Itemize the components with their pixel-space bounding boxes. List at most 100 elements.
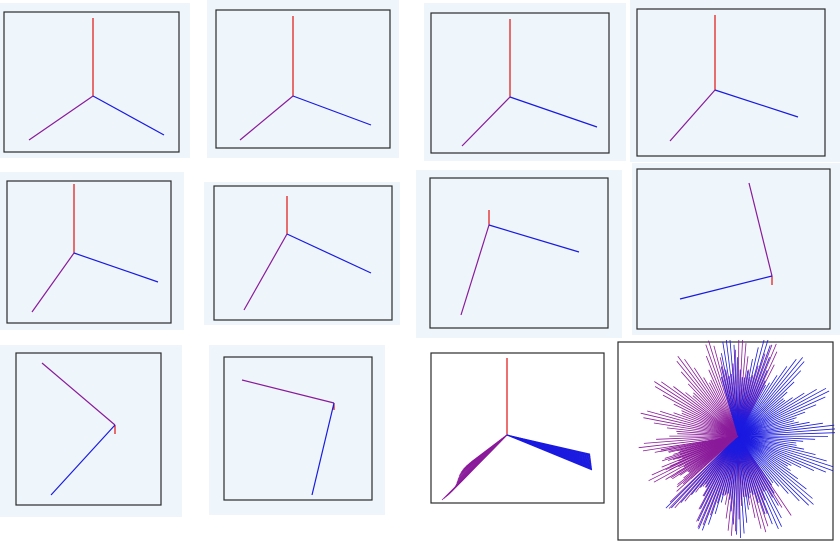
frame-8-svg [632,163,840,335]
trail-blue-arm [737,435,745,534]
trail-purple-arm [690,435,739,479]
trail-blue-arm [722,341,739,437]
frame-11-svg [428,350,608,506]
frame-10-svg [209,345,385,515]
trail-blue-arm [737,435,779,530]
trail-purple-arm [659,410,739,437]
trail-blue-arm [737,370,802,437]
trail-blue-arm [736,435,739,535]
frame-6-blue-arm [286,233,372,274]
frame-2-purple-arm [239,95,294,141]
frame-11-border [430,352,605,504]
trail-blue-arm [697,435,739,522]
trail-purple-arm [673,412,739,437]
frame-5-blue-arm [73,252,159,283]
trail-purple-arm [705,344,739,437]
frame-5-svg [0,172,184,330]
frame-2-blue-arm [292,95,372,126]
trail-purple-arm [685,392,739,437]
frame-5-purple-arm [31,252,75,313]
trail-blue-arm [680,435,739,504]
trail-blue-arm [737,435,748,523]
frame-11-trails [428,350,608,506]
trail-blue-arm [737,387,827,437]
trail-purple-arm [673,386,739,437]
trail-blue-arm [737,392,805,437]
trail-purple-arm [703,377,739,437]
frame-1-border [3,11,180,153]
trail-blue-arm [671,435,739,509]
trail-blue-arm [737,435,802,469]
frame-9-border [15,352,162,506]
frame-6-border [213,185,393,321]
trail-purple-arm [677,356,739,437]
frame-8-purple-arm [748,182,773,277]
trail-blue-arm [737,404,817,437]
trail-purple-arm [654,386,739,437]
frame-10 [209,345,385,515]
frame-8-blue-arm [679,275,773,300]
trail-purple-arm [708,340,739,437]
frame-12-border [617,341,834,541]
trail-blue-arm [737,435,800,502]
trail-blue-arm [737,435,759,504]
trail-blue-arm [737,357,770,437]
trail-blue-arm [737,428,835,437]
trail-blue-arm [737,435,775,494]
trail-blue-arm [737,435,813,499]
frame-12-trails [616,340,835,542]
frame-8-border [636,168,831,330]
frame-8 [632,163,840,335]
trail-blue-arm [737,345,771,437]
frame-5 [0,172,184,330]
trail-purple-arm [705,355,739,437]
frame-3-border [430,12,610,154]
frame-1-svg [0,3,190,158]
frame-6-svg [204,182,400,325]
trail-blue-arm [737,435,749,510]
frame-4-blue-arm [714,89,799,118]
trail-blue-arm [737,435,805,450]
trail-blue-arm [725,340,739,437]
frame-1 [0,3,190,158]
trail-blue-arm [737,397,793,437]
trail-purple-arm [640,412,739,437]
trail-blue-arm [737,422,823,437]
trail-purple-arm [708,369,739,437]
trail-blue-arm [737,391,788,437]
trail-blue-arm [729,340,739,437]
trail-blue-arm [700,435,739,509]
trail-purple-arm [653,422,739,437]
trail-blue-arm [708,435,739,525]
frame-2 [207,0,399,158]
frame-10-purple-arm [241,379,335,404]
trail-blue-arm [700,435,739,488]
trail-purple-arm [673,403,739,437]
trail-blue-arm [729,435,739,500]
frame-7-border [429,177,609,329]
trail-blue-arm [737,388,817,437]
trail-blue-arm [737,435,834,468]
trail-blue-arm [737,435,816,440]
frame-9-svg [0,345,182,517]
trail-blue-arm [665,435,739,509]
trail-blue-arm [737,411,806,437]
trail-blue-arm [698,435,739,530]
trail-blue-arm [691,435,739,496]
frame-9-blue-arm [50,424,116,496]
frame-4-border [636,8,826,157]
frame-3-blue-arm [509,96,598,128]
trail-blue-arm [737,396,826,437]
trail-purple-arm [643,435,739,444]
frame-4-svg [630,0,840,162]
trail-blue-arm [737,435,789,494]
trail-purple-arm [647,410,739,437]
trail-blue-arm [737,435,814,505]
frame-7-svg [416,170,622,338]
frame-4 [630,0,840,162]
trail-blue-arm [737,369,741,437]
trail-purple-arm [680,371,739,437]
trail-blue-arm [737,432,835,437]
frame-7 [416,170,622,338]
trail-blue-arm [737,435,750,499]
